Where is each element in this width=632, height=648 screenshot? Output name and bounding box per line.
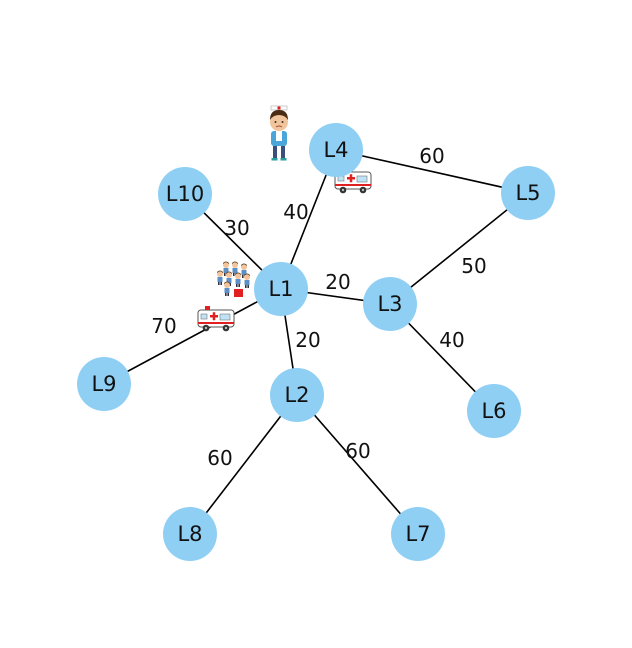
node-label: L4 — [323, 138, 348, 162]
patient-icon — [270, 106, 288, 161]
edge-l2-l7 — [297, 395, 418, 534]
edge-weight-label: 70 — [151, 314, 176, 338]
node-l5: L5 — [501, 166, 555, 220]
edge-weight-label: 40 — [283, 200, 308, 224]
node-l6: L6 — [467, 384, 521, 438]
node-label: L2 — [284, 383, 309, 407]
node-l3: L3 — [363, 277, 417, 331]
node-l1: L1 — [254, 262, 308, 316]
node-label: L10 — [166, 182, 204, 206]
edge-weight-label: 20 — [295, 328, 320, 352]
node-label: L6 — [481, 399, 506, 423]
edge-weight-label: 20 — [325, 270, 350, 294]
edge-weight-label: 60 — [419, 144, 444, 168]
node-label: L9 — [91, 372, 116, 396]
crowd-icon — [217, 262, 250, 298]
node-l7: L7 — [391, 507, 445, 561]
edge-weight-label: 40 — [439, 328, 464, 352]
node-label: L8 — [177, 522, 202, 546]
edge-weight-label: 60 — [207, 446, 232, 470]
edge-weight-label: 30 — [224, 216, 249, 240]
node-label: L3 — [377, 292, 402, 316]
node-l10: L10 — [158, 167, 212, 221]
node-label: L5 — [515, 181, 540, 205]
node-label: L1 — [268, 277, 293, 301]
node-l2: L2 — [270, 368, 324, 422]
ambulance-icon — [198, 306, 234, 331]
edge-weight-label: 50 — [461, 254, 486, 278]
node-l8: L8 — [163, 507, 217, 561]
node-label: L7 — [405, 522, 430, 546]
node-l4: L4 — [309, 123, 363, 177]
edge-l1-l9 — [104, 289, 281, 384]
node-l9: L9 — [77, 357, 131, 411]
edge-weight-label: 60 — [345, 439, 370, 463]
